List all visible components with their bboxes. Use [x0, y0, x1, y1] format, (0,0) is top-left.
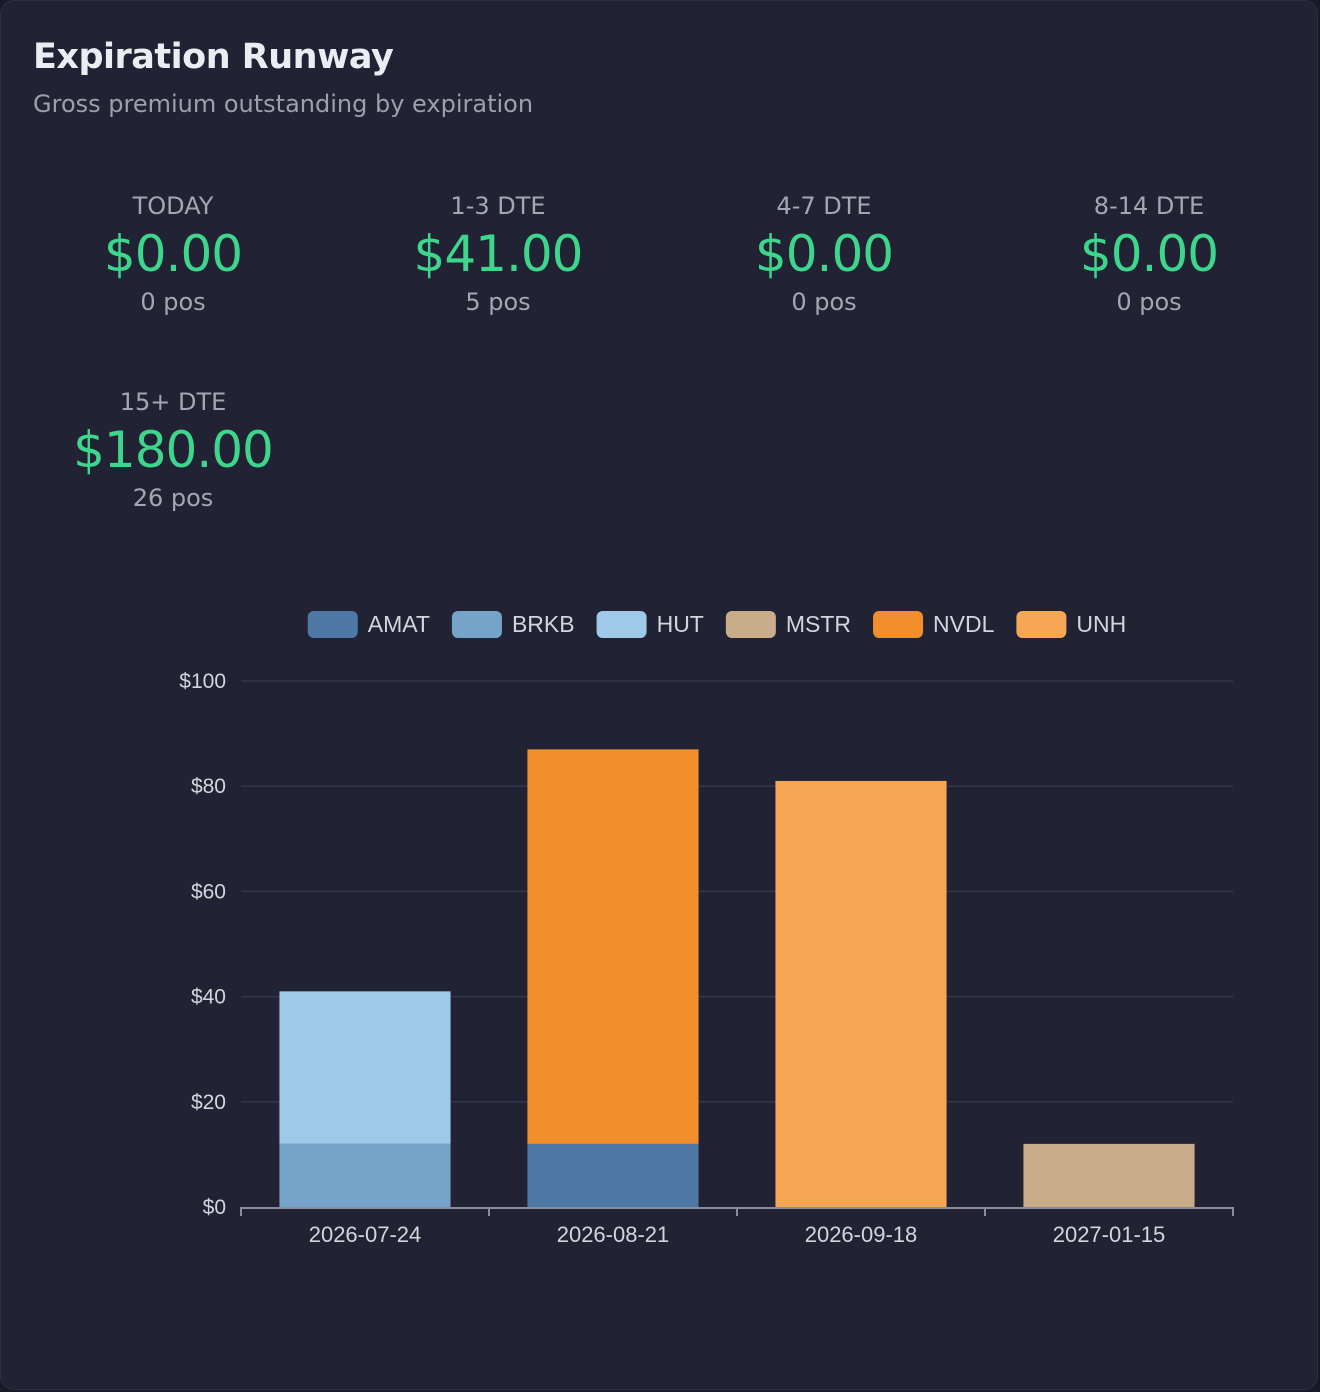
- bucket-value: $0.00: [754, 225, 894, 283]
- bucket-count: 0 pos: [1116, 288, 1182, 316]
- bucket-1-3-dte: 1-3 DTE $41.00 5 pos: [338, 191, 658, 317]
- bucket-count: 0 pos: [791, 288, 857, 316]
- bar-segment-nvdl[interactable]: [527, 749, 699, 1144]
- bucket-15-plus-dte: 15+ DTE $180.00 26 pos: [13, 387, 333, 513]
- bucket-label: 4-7 DTE: [776, 192, 872, 220]
- y-tick-label: $40: [191, 986, 226, 1009]
- legend-swatch-nvdl[interactable]: [873, 611, 924, 638]
- x-tick-label: 2026-09-18: [805, 1222, 918, 1247]
- bucket-4-7-dte: 4-7 DTE $0.00 0 pos: [664, 191, 984, 317]
- legend-label-brkb[interactable]: BRKB: [512, 611, 575, 637]
- bar-segment-mstr[interactable]: [1023, 1143, 1195, 1207]
- bar-segment-brkb[interactable]: [279, 1143, 451, 1207]
- bucket-value: $41.00: [413, 225, 584, 283]
- bucket-value: $0.00: [1079, 225, 1219, 283]
- x-tick-label: 2026-08-21: [557, 1222, 670, 1247]
- legend-swatch-mstr[interactable]: [725, 611, 776, 638]
- bucket-label: 8-14 DTE: [1093, 192, 1205, 220]
- y-tick-label: $100: [179, 670, 226, 693]
- bar-segment-unh[interactable]: [775, 780, 947, 1207]
- card-subtitle: Gross premium outstanding by expiration: [33, 90, 534, 118]
- bucket-count: 26 pos: [132, 484, 214, 512]
- legend-label-mstr[interactable]: MSTR: [786, 611, 851, 637]
- x-tick-label: 2026-07-24: [309, 1222, 422, 1247]
- bucket-count: 0 pos: [140, 288, 206, 316]
- legend-label-hut[interactable]: HUT: [657, 611, 704, 637]
- bucket-label: 15+ DTE: [119, 388, 227, 416]
- y-tick-label: $60: [191, 880, 226, 903]
- y-tick-label: $80: [191, 775, 226, 798]
- bucket-today: TODAY $0.00 0 pos: [13, 191, 333, 317]
- bucket-label: TODAY: [132, 192, 214, 220]
- card-title: Expiration Runway: [33, 37, 394, 77]
- bucket-value: $0.00: [103, 225, 243, 283]
- bar-segment-amat[interactable]: [527, 1143, 699, 1207]
- legend-label-unh[interactable]: UNH: [1076, 611, 1126, 637]
- legend-swatch-brkb[interactable]: [451, 611, 502, 638]
- bucket-value: $180.00: [73, 421, 274, 479]
- bucket-count: 5 pos: [465, 288, 531, 316]
- bucket-8-14-dte: 8-14 DTE $0.00 0 pos: [989, 191, 1309, 317]
- bucket-label: 1-3 DTE: [450, 192, 546, 220]
- bar-segment-hut[interactable]: [279, 991, 451, 1144]
- legend-swatch-unh[interactable]: [1016, 611, 1067, 638]
- legend-swatch-amat[interactable]: [307, 611, 358, 638]
- y-tick-label: $0: [203, 1196, 226, 1219]
- legend-swatch-hut[interactable]: [596, 611, 647, 638]
- y-tick-label: $20: [191, 1091, 226, 1114]
- legend-label-amat[interactable]: AMAT: [368, 611, 430, 637]
- legend-label-nvdl[interactable]: NVDL: [933, 611, 995, 637]
- x-tick-label: 2027-01-15: [1053, 1222, 1166, 1247]
